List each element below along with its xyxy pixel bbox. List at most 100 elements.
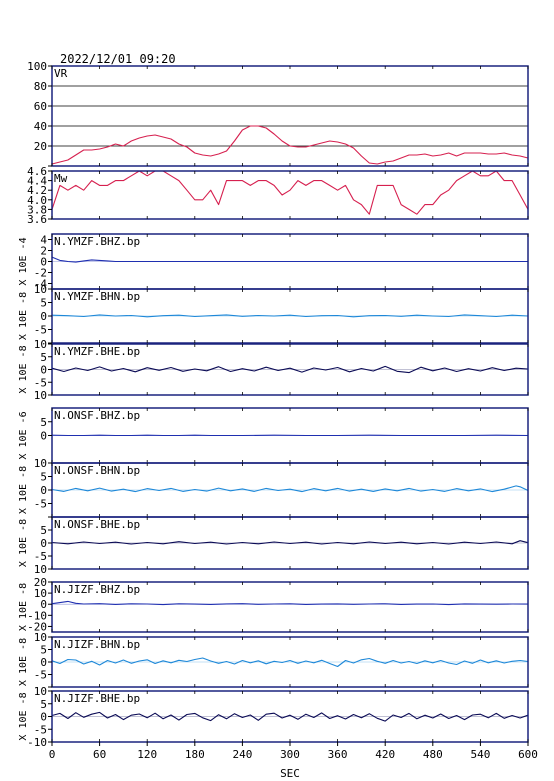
x-axis-tick-label: 360 bbox=[328, 748, 348, 761]
panel-0-ytick-label: 80 bbox=[34, 80, 47, 93]
panel-3-series-line bbox=[51, 314, 529, 318]
panel-0-series-line bbox=[51, 125, 529, 165]
panel-1-ytick-label: 3.8 bbox=[27, 203, 47, 216]
panel-7-series-name: N.ONSF.BHE.bp bbox=[54, 518, 140, 531]
panel-6-y-axis-label: X 10E -8 bbox=[18, 466, 29, 514]
panel-7-series-line bbox=[51, 540, 529, 545]
x-axis-tick-label: 240 bbox=[232, 748, 252, 761]
panel-1-ytick-label: 3.6 bbox=[27, 213, 47, 226]
panel-2-ytick-label: 2 bbox=[40, 245, 47, 258]
panel-6-ytick-label: 5 bbox=[40, 471, 47, 484]
panel-7-ytick-label: 5 bbox=[40, 524, 47, 537]
panel-10-series-line bbox=[51, 711, 529, 722]
x-axis-tick-label: 600 bbox=[518, 748, 538, 761]
panel-7: 10-505 N.ONSF.BHE.bp X 10E -8 bbox=[18, 516, 529, 576]
panel-7-ytick-label: 10 bbox=[34, 563, 47, 576]
figure-title: 2022/12/01 09:20 bbox=[60, 52, 176, 66]
panel-3-ytick-label: 10 bbox=[34, 283, 47, 296]
x-axis-tick-label: 60 bbox=[93, 748, 106, 761]
panel-4-y-axis-label: X 10E -8 bbox=[18, 345, 29, 393]
x-axis-tick-label: 120 bbox=[137, 748, 157, 761]
panel-8-ytick-label: -10 bbox=[27, 609, 47, 622]
panel-2-series-line bbox=[51, 256, 528, 263]
panel-6-series-name: N.ONSF.BHN.bp bbox=[54, 464, 140, 477]
panel-4-ytick-label: 0 bbox=[40, 364, 47, 377]
panels-group: 20406080100VR3.63.84.04.24.44.6Mw-4-2024… bbox=[18, 60, 529, 749]
panel-7-y-axis-label: X 10E -8 bbox=[18, 519, 29, 567]
panel-1-ytick-label: 4.6 bbox=[27, 165, 47, 178]
panel-1-frame bbox=[51, 170, 529, 220]
panel-3-series-name: N.YMZF.BHN.bp bbox=[54, 290, 140, 303]
panel-8-series-line bbox=[51, 600, 529, 606]
panel-0-ytick-label: 60 bbox=[34, 100, 47, 113]
panel-0-ytick-label: 100 bbox=[27, 60, 47, 73]
panel-5: 05 N.ONSF.BHZ.bp X 10E -6 bbox=[18, 407, 529, 464]
panel-0-ytick-label: 20 bbox=[34, 140, 47, 153]
panel-4-series-line bbox=[51, 365, 529, 374]
panel-0-series-name: VR bbox=[54, 67, 68, 80]
x-axis-tick-label: 540 bbox=[470, 748, 490, 761]
panel-6-ytick-label: -5 bbox=[34, 498, 47, 511]
panel-1-series-name: Mw bbox=[54, 172, 68, 185]
panel-1-ytick-label: 4.0 bbox=[27, 194, 47, 207]
panel-10-ytick-label: -5 bbox=[34, 723, 47, 736]
panel-0: 20 40 60 80 100 VR bbox=[27, 60, 529, 167]
panel-8-y-axis-label: X 10E -8 bbox=[18, 583, 29, 631]
panel-5-y-axis-label: X 10E -6 bbox=[18, 411, 29, 459]
x-axis-label: SEC bbox=[280, 767, 300, 780]
panel-6-series-line bbox=[51, 485, 529, 493]
panel-10-series-name: N.JIZF.BHE.bp bbox=[54, 692, 140, 705]
panel-10-ytick-label: 0 bbox=[40, 711, 47, 724]
panel-6-ytick-label: 0 bbox=[40, 484, 47, 497]
panel-5-ytick-label: 0 bbox=[40, 430, 47, 443]
panel-3-y-axis-label: X 10E -8 bbox=[18, 292, 29, 340]
panel-1-ytick-label: 4.2 bbox=[27, 184, 47, 197]
panel-9-series-line bbox=[51, 657, 529, 668]
panel-4-ytick-label: -5 bbox=[34, 376, 47, 389]
x-axis-tick-label: 420 bbox=[375, 748, 395, 761]
panel-3-ytick-label: -5 bbox=[34, 324, 47, 337]
panel-0-ytick-label: 40 bbox=[34, 120, 47, 133]
panel-8-series-name: N.JIZF.BHZ.bp bbox=[54, 583, 140, 596]
panel-3-ytick-label: 5 bbox=[40, 297, 47, 310]
x-axis-tick-label: 180 bbox=[185, 748, 205, 761]
panel-10-ytick-label: -10 bbox=[27, 736, 47, 749]
panel-4-ytick-label: 5 bbox=[40, 351, 47, 364]
panel-5-series-name: N.ONSF.BHZ.bp bbox=[54, 409, 140, 422]
panel-9-series-name: N.JIZF.BHN.bp bbox=[54, 638, 140, 651]
panel-9-ytick-label: 5 bbox=[40, 644, 47, 657]
panel-8-ytick-label: 0 bbox=[40, 598, 47, 611]
panel-2-y-axis-label: X 10E -4 bbox=[18, 237, 29, 285]
panel-9-ytick-label: 10 bbox=[34, 631, 47, 644]
panel-3-ytick-label: 0 bbox=[40, 310, 47, 323]
panel-7-ytick-label: 0 bbox=[40, 537, 47, 550]
panel-9-ytick-label: 0 bbox=[40, 656, 47, 669]
panel-1: 3.63.84.04.24.44.6 Mw bbox=[27, 165, 529, 226]
panel-1-ytick-label: 4.4 bbox=[27, 175, 47, 188]
x-axis-tick-label: 480 bbox=[423, 748, 443, 761]
panel-2-ytick-label: -2 bbox=[34, 267, 47, 280]
x-axis-tick-label: 300 bbox=[280, 748, 300, 761]
panel-10-ytick-label: 5 bbox=[40, 698, 47, 711]
panel-7-ytick-label: -5 bbox=[34, 550, 47, 563]
panel-2-ytick-label: -4 bbox=[34, 278, 48, 291]
panel-0-frame bbox=[51, 65, 529, 167]
panel-2-ytick-label: 4 bbox=[40, 234, 47, 247]
panel-9-y-axis-label: X 10E -8 bbox=[18, 638, 29, 686]
panel-8-ytick-label: 10 bbox=[34, 587, 47, 600]
x-axis: 0 60 120 180 240 300 360 420 480 540 600 bbox=[49, 742, 538, 761]
panel-10-ytick-label: 10 bbox=[34, 685, 47, 698]
panel-8-ytick-label: -20 bbox=[27, 620, 47, 633]
panel-9-ytick-label: -5 bbox=[34, 669, 47, 682]
panel-4-series-name: N.YMZF.BHE.bp bbox=[54, 345, 140, 358]
panel-10-y-axis-label: X 10E -8 bbox=[18, 692, 29, 740]
panel-4-ytick-label: 10 bbox=[34, 338, 47, 351]
